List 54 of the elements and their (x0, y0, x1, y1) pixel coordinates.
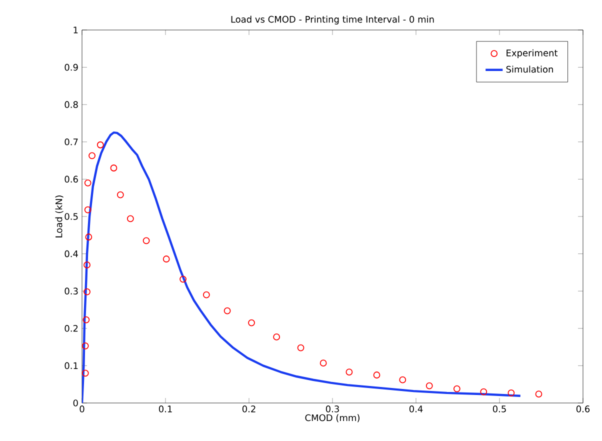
y-tick-label: 0.2 (64, 324, 78, 332)
point (126, 215, 134, 222)
point (202, 291, 210, 298)
point (535, 390, 542, 398)
point (453, 385, 460, 392)
line-series (82, 131, 522, 403)
point (273, 334, 280, 340)
y-tick-label: 0.3 (64, 288, 78, 294)
y-tick-label: 0.5 (64, 213, 78, 220)
point (82, 342, 89, 350)
point (82, 316, 90, 324)
point (116, 191, 124, 198)
point (88, 152, 96, 160)
x-tick-label: 0.2 (242, 406, 256, 412)
chart-title: Load vs CMOD - Printing time Interval - 0 min (231, 16, 434, 24)
point (224, 307, 231, 314)
point (96, 141, 104, 148)
y-tick-label: 0.7 (64, 138, 78, 146)
x-tick-label: 0.5 (492, 406, 506, 412)
x-tick-label: 0 (80, 406, 84, 412)
x-tick-label: 0.4 (409, 406, 423, 412)
y-tick-label: 0.4 (64, 250, 78, 258)
point (84, 262, 90, 268)
legend-label: Simulation (506, 66, 553, 73)
point (373, 372, 380, 378)
x-tick-label: 0.3 (326, 406, 339, 412)
point (180, 276, 186, 283)
point (426, 382, 433, 390)
point (346, 368, 353, 376)
point (297, 344, 304, 352)
point (162, 256, 170, 262)
y-tick-label: 0.8 (64, 101, 78, 108)
legend-label: Experiment (506, 49, 558, 58)
point (82, 370, 89, 377)
point (110, 164, 118, 172)
y-tick-label: 0.9 (64, 64, 78, 71)
x-tick-label: 0.6 (576, 406, 590, 412)
point (85, 234, 92, 240)
point (84, 179, 92, 186)
point (508, 389, 515, 396)
y-axis-title: Load (kN) (55, 196, 64, 238)
point (142, 237, 150, 244)
point (399, 376, 406, 384)
y-tick-label: 0.6 (64, 176, 78, 183)
y-tick-label: 0.1 (64, 362, 78, 370)
y-tick-label: 1 (74, 26, 78, 34)
point (84, 288, 90, 296)
point (248, 319, 255, 326)
x-tick-label: 0.1 (158, 406, 172, 412)
point (480, 388, 488, 396)
y-tick-label: 0 (73, 400, 78, 406)
point (84, 206, 92, 214)
point (320, 360, 327, 367)
x-axis-title: CMOD (mm) (305, 414, 360, 422)
